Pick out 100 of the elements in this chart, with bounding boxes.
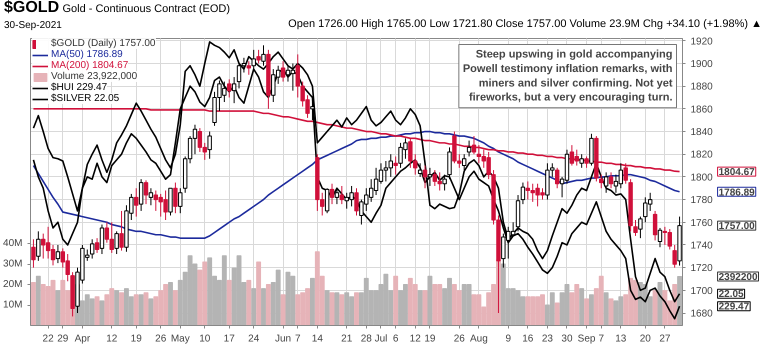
candlestick <box>119 210 124 252</box>
x-tick-label: 23 <box>542 334 554 344</box>
candlestick <box>354 188 359 216</box>
candlestick <box>672 244 677 268</box>
candlestick <box>584 156 589 168</box>
bar <box>134 294 139 326</box>
bar <box>138 294 144 326</box>
candlestick <box>428 167 432 186</box>
candlestick <box>232 76 236 104</box>
legend-label: MA(200) 1804.67 <box>51 60 128 71</box>
legend-label: $HUI 229.47 <box>51 82 108 93</box>
candlestick <box>462 154 466 171</box>
candlestick <box>31 238 36 268</box>
bar <box>144 292 148 326</box>
x-tick-label: 12 <box>410 334 422 344</box>
line-series <box>32 130 680 239</box>
candlestick <box>36 230 41 262</box>
candlestick <box>173 182 178 214</box>
y2-tick-label: 40M <box>3 238 22 249</box>
chart-title: $GOLD <box>4 0 60 16</box>
bar <box>100 300 104 326</box>
legend-label: $GOLD (Daily) 1757.00 <box>51 38 156 49</box>
legend-label: MA(50) 1786.89 <box>51 49 123 60</box>
bar <box>334 292 340 326</box>
bar <box>330 292 334 326</box>
candlestick <box>94 238 100 254</box>
bar <box>261 288 266 326</box>
x-tick-label: 19 <box>130 334 142 344</box>
bar <box>310 278 315 326</box>
candlestick <box>90 238 94 260</box>
y-tick-label: 1920 <box>690 36 714 48</box>
legend-label: $SILVER 22.05 <box>51 93 120 104</box>
text: 229.47 <box>718 302 750 313</box>
y-tick-label: 1900 <box>690 58 714 70</box>
x-tick-label: 9 <box>505 334 512 344</box>
y-tick-label: 1800 <box>690 172 714 184</box>
candlestick <box>608 172 614 189</box>
bar <box>226 280 232 326</box>
y-tick-label: 1820 <box>690 150 714 161</box>
text: Open 1726.00 High 1765.00 Low 1721.80 Close 1757.00 Volume 23.9M Chg +34.10 (+1.98%) ▲ <box>288 17 762 32</box>
bar <box>256 261 262 326</box>
candlestick <box>138 178 144 212</box>
bar <box>168 282 173 326</box>
y-tick-label: 1880 <box>690 82 714 93</box>
y2-tick-label: 30M <box>3 258 22 270</box>
candlestick <box>178 188 182 214</box>
x-tick-label: 19 <box>424 334 436 344</box>
candlestick <box>633 220 638 236</box>
candlestick <box>148 188 154 206</box>
y-tick-label: 1740 <box>690 240 714 252</box>
y-tick-label: 1680 <box>690 308 714 320</box>
x-tick-label: 20 <box>640 334 652 344</box>
y2-tick-label: 20M <box>3 279 22 290</box>
text: 2392200 <box>718 272 758 284</box>
candlestick <box>472 136 476 155</box>
candlestick <box>310 102 315 121</box>
x-tick-label: 28 <box>360 334 372 344</box>
candlestick <box>330 183 334 205</box>
y-tick-label: 1700 <box>690 286 714 297</box>
bar <box>658 282 662 326</box>
x-tick-label: 13 <box>615 334 627 344</box>
bar <box>608 298 614 326</box>
bar <box>266 284 271 326</box>
candlestick <box>340 185 344 205</box>
candlestick <box>393 156 398 176</box>
x-tick-label: 27 <box>659 334 671 344</box>
candlestick <box>227 78 232 98</box>
x-tick-label: 6 <box>392 334 399 344</box>
x-tick-label: 10 <box>199 334 211 344</box>
candlestick <box>652 210 658 241</box>
bar <box>148 298 154 326</box>
candlestick <box>422 165 428 189</box>
candlestick <box>324 188 330 214</box>
candlestick <box>207 131 212 160</box>
y-tick-label: 1840 <box>690 127 714 138</box>
x-tick-label: Aug <box>470 334 488 344</box>
bar <box>677 276 682 326</box>
bar <box>422 290 428 326</box>
bar <box>584 298 590 326</box>
candlestick <box>280 60 286 82</box>
candlestick <box>520 182 526 205</box>
bar <box>36 276 41 326</box>
bar <box>588 294 594 326</box>
x-tick-label: 21 <box>341 334 353 344</box>
candlestick <box>334 188 340 205</box>
bar <box>119 292 124 326</box>
bar <box>251 288 256 326</box>
text: 1804.67 <box>718 167 756 178</box>
y-tick-label: 1720 <box>690 263 714 274</box>
chart-subtitle: Gold - Continuous Contract (EOD) <box>62 3 230 15</box>
candlestick <box>100 224 104 255</box>
legend-label: Volume 23,922,000 <box>51 71 138 82</box>
x-tick-label: Sep <box>578 334 596 344</box>
bar <box>30 282 36 326</box>
bar <box>94 296 100 326</box>
bar <box>652 290 658 326</box>
x-tick-label: May <box>170 334 190 344</box>
bar <box>427 276 432 326</box>
bar <box>339 294 344 326</box>
candlestick <box>261 44 266 66</box>
